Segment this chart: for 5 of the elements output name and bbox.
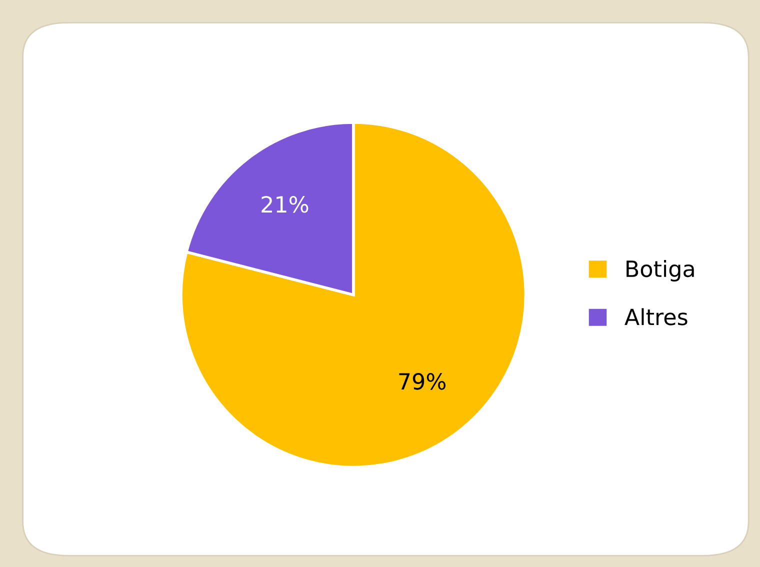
- data-label: 21%: [262, 196, 308, 213]
- pie-slice: [180, 121, 528, 469]
- data-label: 79%: [399, 373, 446, 390]
- legend-label: Altres: [624, 308, 688, 326]
- legend-label: Botiga: [626, 260, 694, 282]
